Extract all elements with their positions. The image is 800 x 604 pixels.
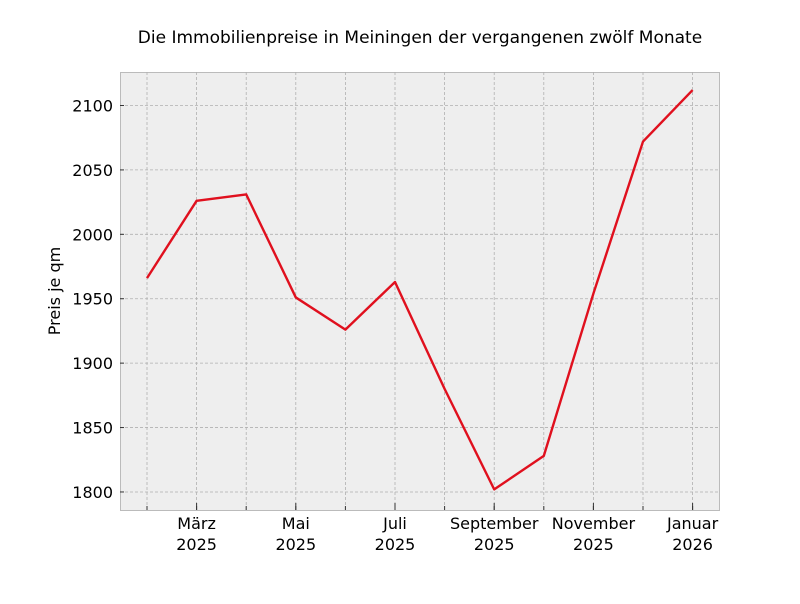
y-tick-label: 1800 <box>72 483 113 502</box>
y-axis-label: Preis je qm <box>45 247 64 335</box>
x-tick-label: September <box>450 514 539 533</box>
x-tick-label: Juli <box>382 514 407 533</box>
x-tick-label-year: 2025 <box>275 535 316 554</box>
x-tick-label-year: 2025 <box>474 535 515 554</box>
y-tick-label: 2050 <box>72 161 113 180</box>
x-tick-label: November <box>552 514 636 533</box>
x-tick-label: Mai <box>282 514 310 533</box>
x-tick-label: Januar <box>666 514 719 533</box>
y-tick-label: 1950 <box>72 290 113 309</box>
y-tick-label: 1900 <box>72 354 113 373</box>
chart-title: Die Immobilienpreise in Meiningen der ve… <box>138 28 702 48</box>
x-tick-label-year: 2025 <box>573 535 614 554</box>
y-tick-label: 2100 <box>72 96 113 115</box>
x-tick-label-year: 2026 <box>672 535 713 554</box>
x-tick-label-year: 2025 <box>176 535 217 554</box>
y-tick-label: 2000 <box>72 225 113 244</box>
plot-area <box>120 72 720 511</box>
x-tick-label: März <box>177 514 216 533</box>
series-line <box>145 89 694 491</box>
x-tick-label-year: 2025 <box>375 535 416 554</box>
y-tick-label: 1850 <box>72 419 113 438</box>
